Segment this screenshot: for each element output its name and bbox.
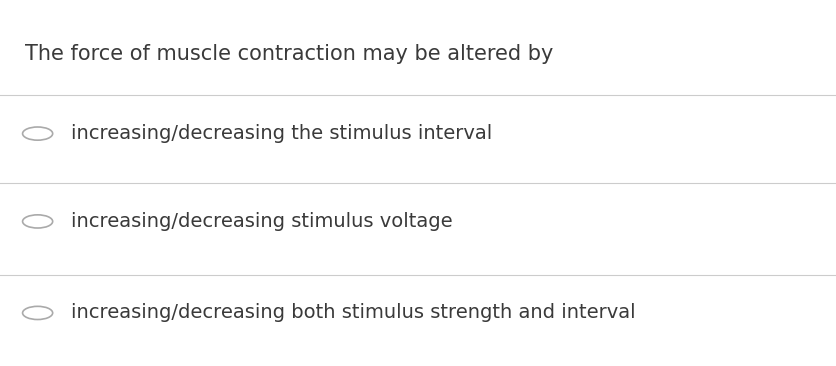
Text: The force of muscle contraction may be altered by: The force of muscle contraction may be a… xyxy=(25,44,553,64)
Text: increasing/decreasing stimulus voltage: increasing/decreasing stimulus voltage xyxy=(71,212,452,231)
Text: increasing/decreasing the stimulus interval: increasing/decreasing the stimulus inter… xyxy=(71,124,492,143)
Text: increasing/decreasing both stimulus strength and interval: increasing/decreasing both stimulus stre… xyxy=(71,303,635,322)
